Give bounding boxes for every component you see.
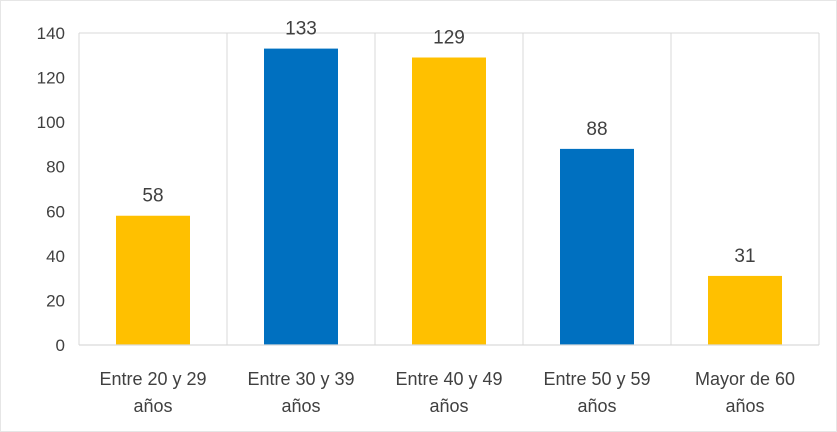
bar — [560, 148, 634, 345]
x-category-label: años — [281, 396, 320, 416]
y-tick-label: 0 — [56, 336, 65, 355]
y-tick-label: 120 — [37, 69, 65, 88]
y-tick-label: 80 — [46, 158, 65, 177]
bar — [708, 275, 782, 345]
y-tick-label: 60 — [46, 202, 65, 221]
x-category-label: Entre 50 y 59 — [543, 369, 650, 389]
data-label: 129 — [433, 28, 465, 49]
data-label: 31 — [734, 246, 755, 267]
data-label: 58 — [142, 186, 163, 207]
bar — [412, 57, 486, 346]
x-category-label: años — [725, 396, 764, 416]
x-category-label: Entre 20 y 29 — [99, 369, 206, 389]
bar — [264, 48, 338, 345]
data-label: 88 — [586, 119, 607, 140]
y-tick-label: 140 — [37, 24, 65, 43]
x-category-label: Mayor de 60 — [695, 369, 795, 389]
y-tick-label: 20 — [46, 291, 65, 310]
y-tick-label: 100 — [37, 113, 65, 132]
x-category-label: Entre 40 y 49 — [395, 369, 502, 389]
x-category-label: años — [133, 396, 172, 416]
x-category-label: años — [577, 396, 616, 416]
x-category-label: años — [429, 396, 468, 416]
y-tick-label: 40 — [46, 247, 65, 266]
bar — [116, 215, 190, 345]
data-label: 133 — [285, 19, 317, 40]
x-category-label: Entre 30 y 39 — [247, 369, 354, 389]
